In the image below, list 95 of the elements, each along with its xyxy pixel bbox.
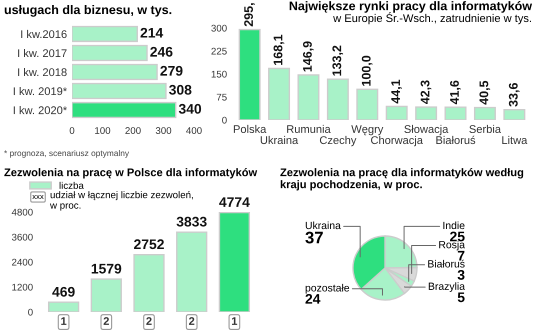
data-label: 3	[458, 270, 464, 280]
x-tick-label: Węgry	[351, 125, 384, 136]
bar	[444, 106, 467, 120]
x-tick-label: Słowacja	[404, 124, 448, 136]
data-label: 308	[169, 84, 192, 95]
slice-label: Białoruś	[428, 260, 465, 268]
data-label: 100,0	[362, 56, 372, 86]
chart-title: Zezwolenia na pracę w Polsce dla informatyków	[4, 168, 258, 178]
slice-label: Indie	[443, 221, 465, 230]
data-label: 33,6	[508, 83, 520, 107]
y-tick-label: 225	[211, 48, 227, 55]
y-tick-label: I kw. 2019*	[14, 86, 67, 96]
data-label: 41,6	[450, 80, 461, 104]
data-label: 3833	[176, 216, 207, 227]
bar	[72, 64, 158, 80]
chart-title: usługach dla biznesu, w tys.	[4, 5, 172, 17]
bar	[356, 88, 378, 120]
y-tick-label: 0	[28, 308, 33, 316]
y-tick-label: 75	[216, 94, 227, 101]
x-tick-label: Polska	[234, 124, 266, 134]
y-tick-label: I kw. 2017	[18, 48, 67, 58]
bar	[297, 74, 320, 120]
x-tick-label: 1	[232, 317, 238, 325]
data-label: 246	[150, 46, 172, 57]
data-label: 340	[178, 104, 202, 114]
data-label: 133,2	[332, 46, 344, 76]
data-label: 168,1	[274, 34, 284, 65]
x-tick-label: 2	[188, 317, 194, 325]
data-label: 214	[140, 28, 164, 38]
bar	[268, 68, 290, 120]
x-tick-label: 0	[70, 127, 74, 134]
slice-label: pozostałe	[306, 284, 350, 294]
text: * prognoza, scenariusz optymalny	[4, 150, 130, 158]
data-label: 469	[52, 286, 75, 297]
slice-label: Brazylia	[428, 282, 465, 292]
x-tick-label: Białoruś	[436, 136, 476, 144]
bar	[415, 106, 438, 120]
data-label: 279	[160, 66, 183, 76]
x-tick-label: 2	[146, 317, 152, 325]
slice-label: Rosja	[439, 240, 465, 250]
slice-label: Ukraina	[306, 221, 341, 230]
chart-title: Zezwolenia na pracę dla informatyków według kraju pochodzenia, w proc.	[280, 168, 524, 190]
legend-label: liczba	[60, 182, 84, 189]
y-tick-label: 300	[211, 24, 227, 32]
x-tick-label: 2	[104, 317, 109, 325]
data-label: 25	[450, 232, 465, 242]
y-tick-label: 4800	[12, 208, 33, 216]
y-tick-label: 0	[222, 116, 227, 124]
bar	[218, 212, 250, 312]
data-label: 37	[305, 232, 323, 244]
x-tick-label: 200	[125, 127, 141, 134]
data-label: 24	[305, 294, 320, 304]
bar	[386, 106, 408, 120]
bar	[176, 231, 208, 312]
y-tick-label: 150	[212, 70, 227, 78]
x-tick-label: Czechy	[320, 136, 356, 146]
data-label: 44,1	[391, 80, 402, 104]
bar	[326, 78, 349, 120]
y-tick-label: I kw. 2018	[18, 68, 67, 76]
y-tick-label: I kw.2016	[21, 30, 67, 38]
bar	[48, 302, 80, 312]
data-label: 7	[458, 250, 464, 260]
y-tick-label: 1200	[12, 284, 33, 291]
x-tick-label: Rumunia	[287, 124, 331, 134]
data-label: 5	[458, 292, 465, 302]
bar	[72, 82, 167, 100]
y-tick-label: 3600	[12, 234, 33, 241]
y-tick-label: 2400	[12, 258, 33, 266]
text: udział w łącznej liczbie zezwoleń, w proc.	[50, 191, 193, 211]
data-label: 2752	[134, 239, 164, 250]
bar	[503, 109, 526, 120]
bar	[238, 28, 261, 120]
x-tick-label: Ukraina	[260, 136, 298, 144]
x-tick-label: Litwa	[502, 136, 528, 144]
data-label: 40,5	[479, 80, 490, 105]
chart-subtitle: w Europie Śr.-Wsch., zatrudnienie w tys.	[333, 12, 531, 24]
x-tick-label: 1	[61, 317, 66, 325]
x-tick-label: Serbia	[469, 124, 501, 134]
data-label: 4774	[219, 197, 250, 207]
x-tick-label: 100	[95, 127, 110, 134]
data-label: 42,3	[420, 80, 432, 104]
x-tick-label: 300	[156, 127, 172, 134]
data-label: 1579	[92, 264, 122, 274]
bar	[90, 278, 122, 312]
bar	[72, 26, 138, 42]
x-tick-label: 400	[186, 127, 202, 134]
data-label: 295,	[244, 3, 255, 26]
y-tick-label: I kw. 2020*	[14, 106, 67, 114]
x-tick-label: Chorwacja	[371, 136, 423, 146]
bar	[474, 106, 496, 120]
bar	[133, 254, 165, 312]
bar	[72, 102, 176, 118]
bar	[72, 44, 148, 62]
chart-title: Największe rynki pracy dla informatyków	[290, 1, 532, 13]
data-label: 146,9	[302, 41, 314, 72]
